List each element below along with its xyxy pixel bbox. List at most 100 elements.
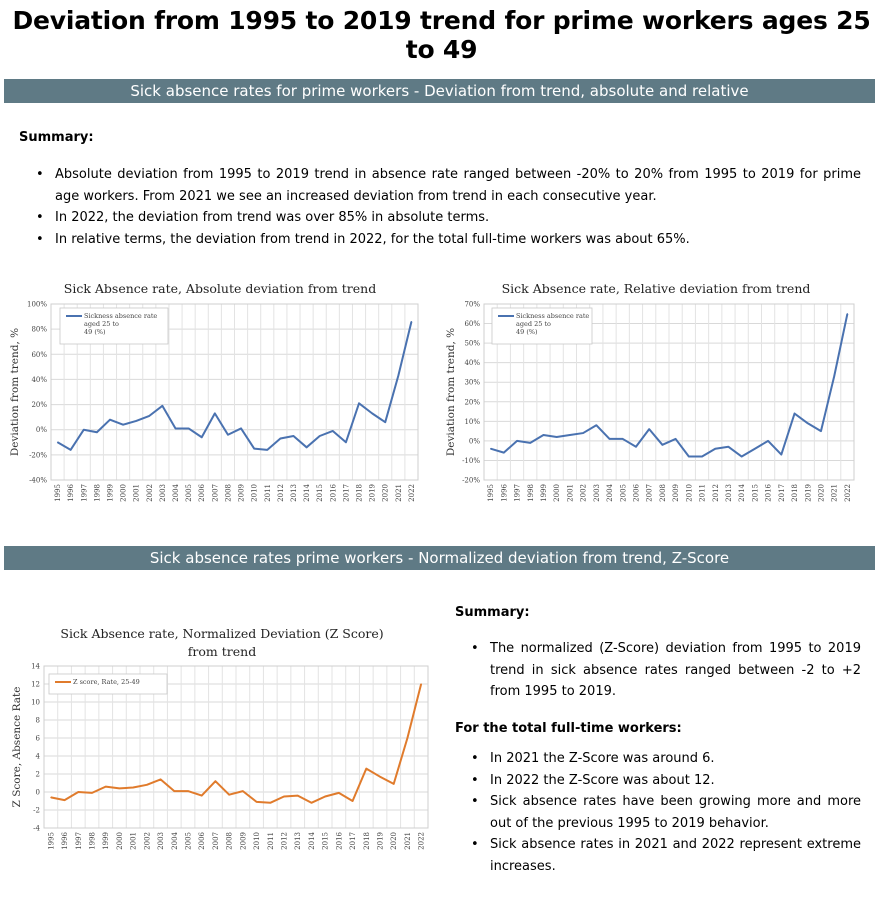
- data-point: [63, 799, 66, 801]
- y-tick-label: -20%: [462, 477, 480, 485]
- legend-box: [491, 307, 593, 345]
- legend-label: 49 (%): [516, 328, 538, 336]
- list-item: Absolute deviation from 1995 to 2019 tre…: [36, 164, 861, 207]
- data-point: [118, 787, 121, 789]
- data-point: [406, 737, 409, 739]
- legend-label: aged 25 to: [84, 320, 119, 328]
- x-tick-label: 2011: [699, 484, 707, 502]
- data-point: [77, 791, 79, 793]
- data-point: [332, 430, 334, 432]
- x-tick-label: 2012: [712, 484, 720, 502]
- x-tick-label: 1998: [527, 484, 535, 502]
- data-point: [338, 792, 340, 794]
- y-tick-label: 30%: [464, 379, 480, 387]
- chart-title: Sick Absence rate, Absolute deviation fr…: [64, 281, 376, 296]
- x-tick-label: 2007: [211, 484, 219, 502]
- x-tick-label: 2009: [239, 832, 247, 850]
- x-tick-label: 2001: [133, 484, 141, 502]
- data-point: [255, 801, 258, 803]
- y-tick-label: 0%: [36, 426, 47, 434]
- list-item: The normalized (Z-Score) deviation from …: [471, 638, 861, 703]
- legend-label: 49 (%): [84, 328, 106, 336]
- x-tick-label: 1999: [540, 484, 548, 502]
- data-point: [91, 792, 93, 794]
- page-title: Deviation from 1995 to 2019 trend for pr…: [12, 6, 871, 64]
- data-point: [351, 800, 354, 802]
- y-axis-label: Deviation from trend, %: [445, 328, 457, 456]
- data-point: [161, 405, 164, 407]
- section2-bullet-list: The normalized (Z-Score) deviation from …: [471, 638, 861, 703]
- legend-label: Sickness absence rate: [84, 312, 157, 320]
- x-tick-label: 2012: [277, 484, 285, 502]
- data-point: [420, 683, 422, 685]
- x-tick-label: 2022: [844, 484, 852, 502]
- y-tick-label: 4: [36, 753, 41, 761]
- x-tick-label: 1997: [80, 484, 88, 502]
- x-tick-label: 2001: [566, 484, 574, 502]
- data-point: [608, 438, 611, 440]
- x-tick-label: 2003: [593, 484, 601, 502]
- legend-label: Z score, Rate, 25-49: [73, 678, 140, 686]
- x-tick-label: 2013: [725, 484, 733, 502]
- y-tick-label: 100%: [27, 301, 47, 309]
- x-tick-label: 2008: [659, 484, 667, 502]
- data-point: [582, 432, 584, 434]
- data-point: [228, 794, 230, 796]
- x-tick-label: 1995: [54, 484, 62, 502]
- data-point: [227, 434, 229, 436]
- x-tick-label: 1998: [93, 484, 101, 502]
- y-tick-label: -4: [33, 825, 40, 833]
- data-point: [410, 321, 413, 323]
- data-point: [253, 447, 255, 450]
- x-tick-label: 2020: [382, 484, 390, 502]
- data-point: [675, 438, 677, 440]
- data-point: [174, 427, 177, 430]
- data-point: [283, 795, 285, 798]
- y-tick-label: 50%: [464, 340, 480, 348]
- y-tick-label: 12: [31, 681, 40, 689]
- data-point: [516, 440, 518, 442]
- x-tick-label: 1995: [487, 484, 495, 502]
- x-tick-label: 2010: [253, 832, 261, 850]
- y-tick-label: -20%: [29, 451, 47, 459]
- data-point: [833, 375, 835, 377]
- x-tick-label: 1999: [106, 484, 114, 502]
- data-point: [173, 790, 175, 792]
- x-tick-label: 2014: [738, 483, 746, 501]
- data-point: [490, 448, 492, 450]
- data-point: [714, 448, 716, 450]
- data-point: [201, 795, 203, 797]
- y-tick-label: 0%: [469, 437, 480, 445]
- data-point: [292, 435, 295, 437]
- section1-summary-label: Summary:: [19, 130, 94, 145]
- data-point: [188, 427, 190, 430]
- x-tick-label: 2000: [120, 484, 128, 502]
- data-point: [70, 449, 72, 451]
- y-tick-label: 80%: [31, 326, 47, 334]
- section2-summary-label: Summary:: [455, 605, 530, 620]
- x-tick-label: 1996: [61, 831, 69, 849]
- data-point: [148, 415, 150, 417]
- legend-label: Sickness absence rate: [516, 312, 589, 320]
- data-point: [846, 313, 848, 315]
- x-tick-label: 2021: [395, 484, 403, 502]
- x-tick-label: 2015: [322, 832, 330, 850]
- x-tick-label: 2016: [765, 483, 773, 501]
- y-tick-label: -40%: [29, 477, 47, 485]
- list-item: Sick absence rates in 2021 and 2022 repr…: [471, 834, 861, 877]
- x-tick-label: 1998: [89, 832, 97, 850]
- x-tick-label: 2000: [553, 484, 561, 502]
- x-tick-label: 2021: [831, 484, 839, 502]
- data-point: [214, 412, 216, 414]
- y-tick-label: 60%: [464, 320, 480, 328]
- legend-box: [48, 673, 168, 695]
- x-tick-label: 2008: [224, 484, 232, 502]
- data-point: [365, 768, 367, 770]
- x-tick-label: 2018: [363, 832, 371, 850]
- data-point: [807, 422, 809, 424]
- data-point: [266, 449, 268, 451]
- x-tick-label: 2019: [804, 484, 812, 502]
- x-tick-label: 2017: [349, 832, 357, 850]
- relative-deviation-chart: Sick Absence rate, Relative deviation fr…: [445, 281, 855, 502]
- chart-title: from trend: [188, 644, 256, 659]
